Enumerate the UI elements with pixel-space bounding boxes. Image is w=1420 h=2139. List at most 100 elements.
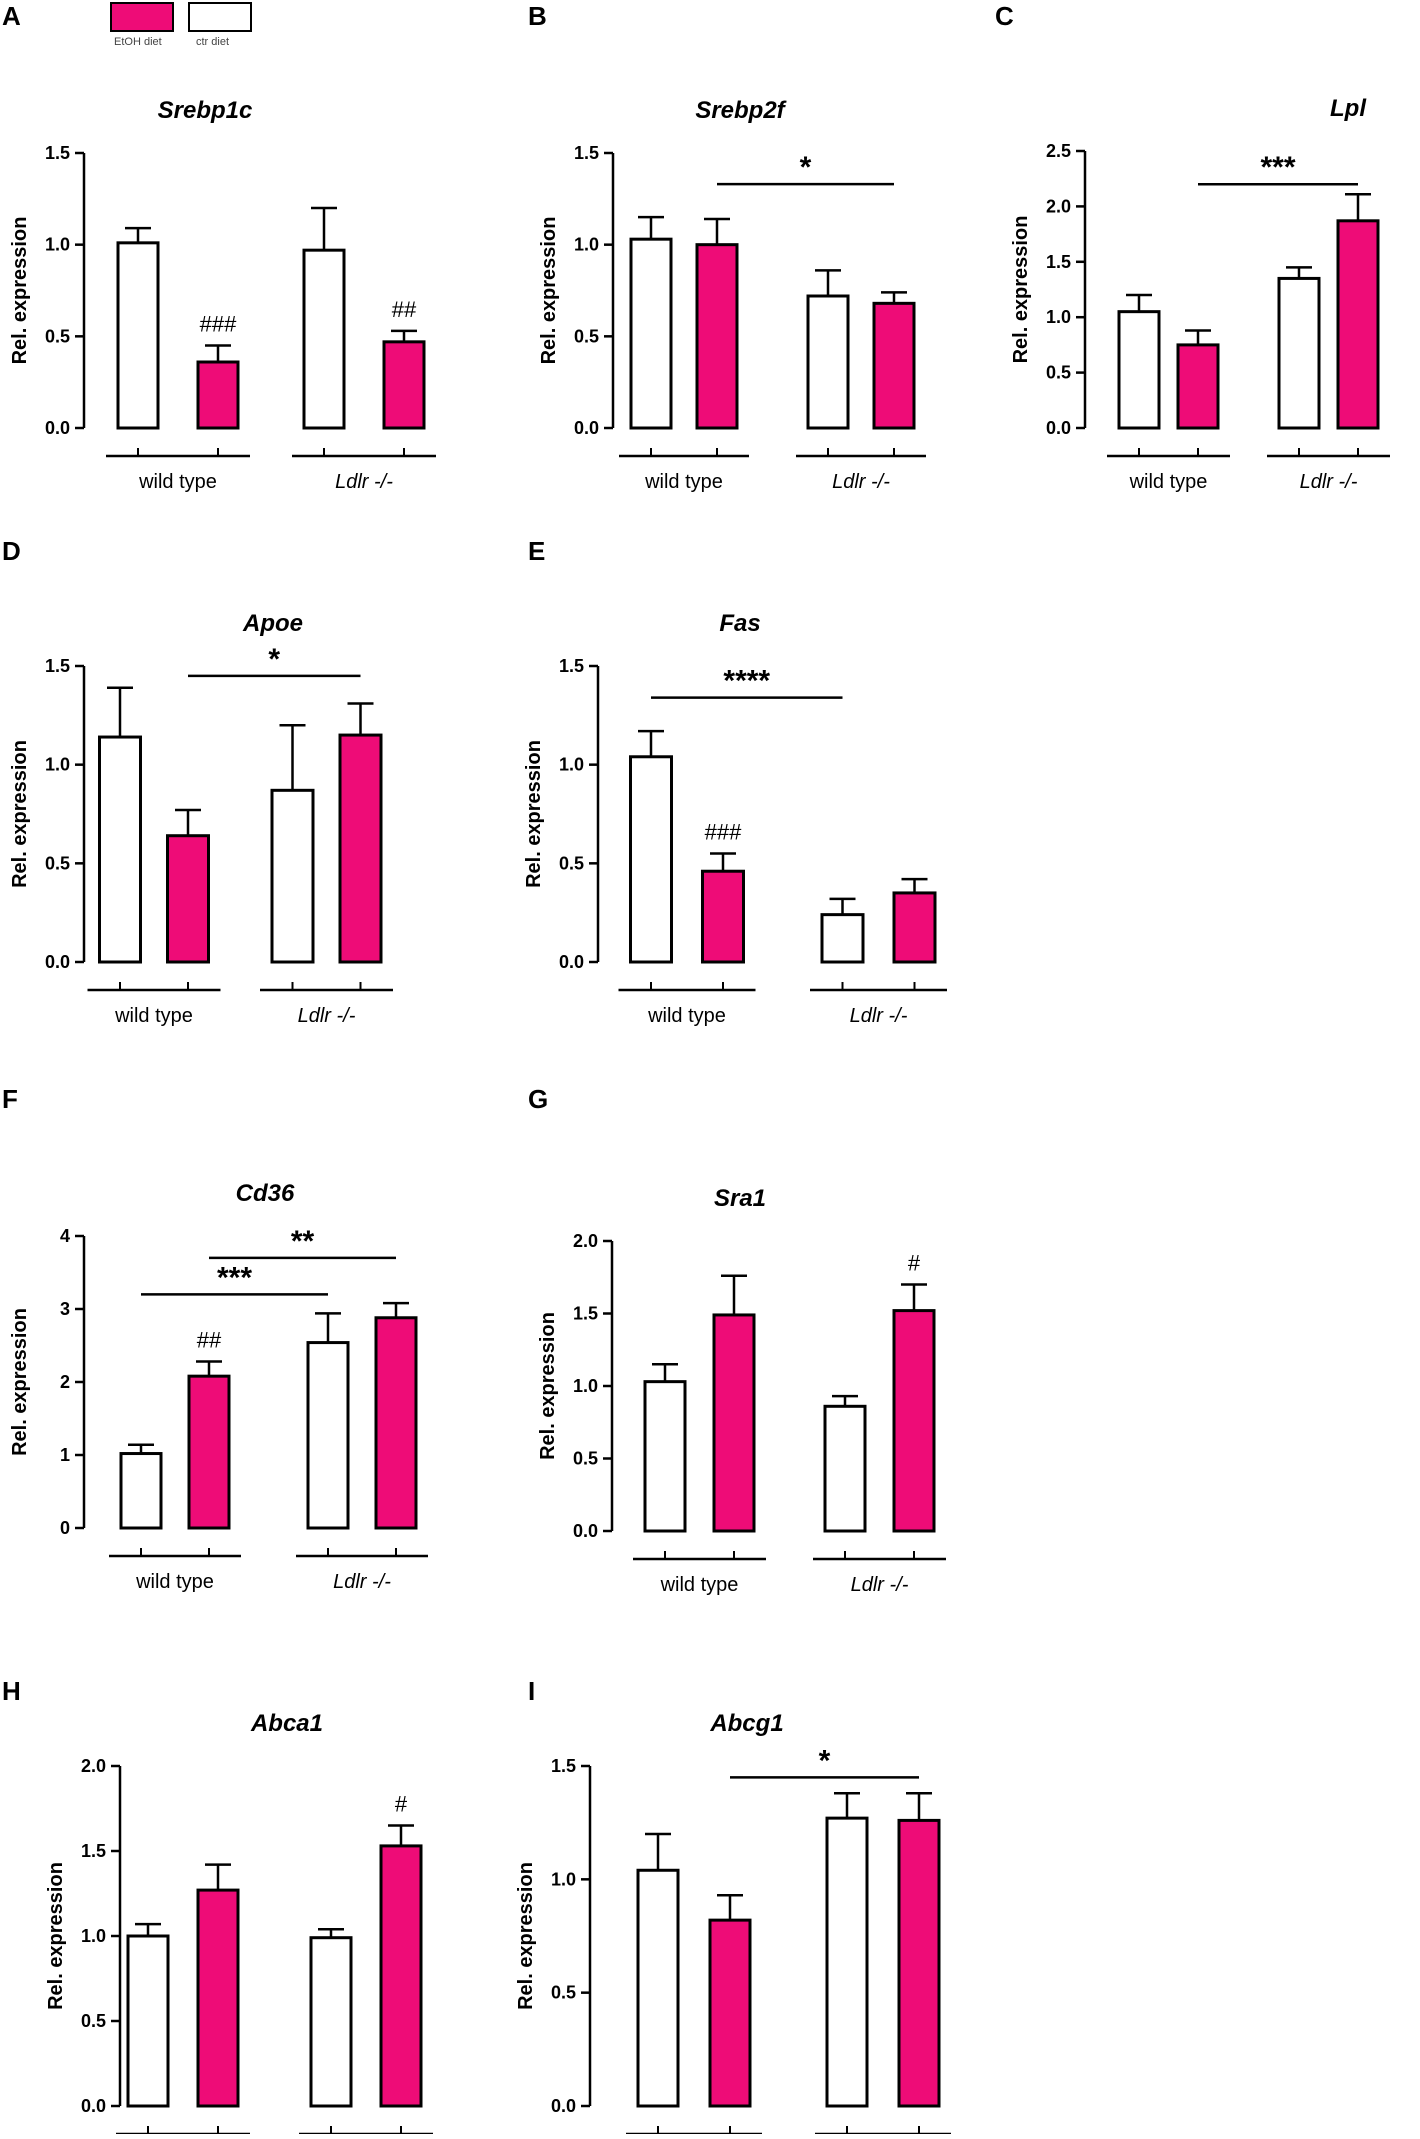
group-label-g-1: Ldlr -/-: [851, 1574, 909, 1596]
bar-a-etoh-1: [382, 340, 426, 430]
y-tick-label-e: 1.0: [559, 755, 584, 775]
y-tick-label-c: 0.0: [1046, 418, 1071, 438]
significance-hash-f: ##: [197, 1328, 222, 1353]
y-axis-label-d: Rel. expression: [9, 740, 31, 888]
chart-title-a: Srebp1c: [158, 97, 253, 124]
panel-letter-f: F: [2, 1084, 18, 1114]
significance-stars-f: **: [291, 1225, 315, 1258]
y-tick-label-h: 0.0: [81, 2096, 106, 2116]
y-axis-label-i: Rel. expression: [515, 1862, 537, 2010]
group-label-f-1: Ldlr -/-: [333, 1571, 391, 1593]
bar-i-etoh-1: [897, 1818, 941, 2108]
bar-d-ctr-0: [98, 735, 142, 964]
y-tick-label-c: 1.0: [1046, 307, 1071, 327]
significance-hash-e: ###: [705, 819, 742, 844]
bar-f-ctr-1: [306, 1341, 350, 1530]
panel-letter-h: H: [2, 1676, 21, 1706]
y-tick-label-e: 0.0: [559, 952, 584, 972]
bar-b-ctr-1: [806, 294, 850, 430]
y-tick-label-a: 1.0: [45, 235, 70, 255]
y-tick-label-h: 1.5: [81, 1841, 106, 1861]
group-label-a-0: wild type: [138, 471, 217, 493]
group-label-b-1: Ldlr -/-: [832, 471, 890, 493]
significance-hash-h: #: [395, 1792, 408, 1817]
chart-title-h: Abca1: [250, 1710, 323, 1737]
y-tick-label-b: 1.0: [574, 235, 599, 255]
panel-letter-g: G: [528, 1084, 548, 1114]
panel-letter-e: E: [528, 536, 545, 566]
y-tick-label-f: 2: [60, 1372, 70, 1392]
y-tick-label-c: 2.5: [1046, 141, 1071, 161]
y-axis-label-b: Rel. expression: [538, 217, 560, 365]
group-label-e-0: wild type: [647, 1005, 726, 1027]
y-tick-label-b: 0.5: [574, 326, 599, 346]
y-tick-label-h: 2.0: [81, 1756, 106, 1776]
y-tick-label-b: 0.0: [574, 418, 599, 438]
chart-title-i: Abcg1: [709, 1710, 783, 1737]
legend-swatch-ctr: [188, 2, 252, 32]
y-tick-label-a: 0.5: [45, 326, 70, 346]
group-label-e-1: Ldlr -/-: [850, 1005, 908, 1027]
y-axis-label-f: Rel. expression: [9, 1308, 31, 1456]
bar-g-etoh-0: [712, 1313, 756, 1533]
y-tick-label-e: 1.5: [559, 656, 584, 676]
y-tick-label-a: 1.5: [45, 143, 70, 163]
bar-h-etoh-0: [196, 1888, 240, 2108]
significance-hash-a: ##: [392, 297, 417, 322]
significance-stars-e: ****: [723, 665, 770, 698]
y-tick-label-h: 0.5: [81, 2011, 106, 2031]
y-tick-label-g: 0.5: [573, 1449, 598, 1469]
significance-stars-f: ***: [217, 1261, 252, 1294]
bar-g-ctr-0: [643, 1380, 687, 1533]
y-tick-label-g: 0.0: [573, 1521, 598, 1541]
panel-letter-d: D: [2, 536, 21, 566]
bar-c-etoh-1: [1336, 219, 1380, 430]
bar-c-etoh-0: [1176, 343, 1220, 430]
bar-h-ctr-0: [126, 1934, 170, 2108]
significance-hash-a: ###: [200, 312, 237, 337]
bar-f-etoh-0: [187, 1374, 231, 1530]
bar-c-ctr-1: [1277, 276, 1321, 430]
bar-h-etoh-1: [379, 1844, 423, 2108]
y-axis-label-c: Rel. expression: [1010, 216, 1032, 364]
y-tick-label-f: 0: [60, 1518, 70, 1538]
bar-e-ctr-1: [820, 913, 865, 964]
chart-panel-c: C Lpl 0.0 0.5 1.0 1.5 2.0 2.5 Rel. expression ***…: [995, 1, 1390, 493]
bar-c-ctr-0: [1117, 310, 1161, 430]
group-label-d-1: Ldlr -/-: [298, 1005, 356, 1027]
bar-a-etoh-0: [196, 360, 240, 430]
y-tick-label-i: 1.0: [551, 1869, 576, 1889]
y-tick-label-d: 1.0: [45, 755, 70, 775]
y-tick-label-d: 0.5: [45, 853, 70, 873]
chart-title-f: Cd36: [236, 1180, 295, 1207]
group-label-f-0: wild type: [135, 1571, 214, 1593]
chart-title-e: Fas: [719, 610, 760, 637]
bar-g-ctr-1: [823, 1404, 867, 1533]
y-tick-label-f: 3: [60, 1299, 70, 1319]
y-tick-label-g: 1.5: [573, 1304, 598, 1324]
y-tick-label-g: 1.0: [573, 1376, 598, 1396]
bar-d-etoh-1: [338, 733, 383, 964]
y-tick-label-e: 0.5: [559, 853, 584, 873]
significance-hash-g: #: [908, 1251, 921, 1276]
bar-b-etoh-1: [872, 301, 916, 430]
bar-d-ctr-1: [270, 788, 315, 964]
group-label-g-0: wild type: [660, 1574, 739, 1596]
y-axis-label-h: Rel. expression: [45, 1862, 67, 2010]
y-axis-label-g: Rel. expression: [537, 1312, 559, 1460]
significance-stars-b: *: [800, 151, 812, 184]
y-tick-label-i: 0.0: [551, 2096, 576, 2116]
bar-a-ctr-0: [116, 241, 160, 430]
bar-d-etoh-0: [166, 834, 210, 964]
y-tick-label-b: 1.5: [574, 143, 599, 163]
chart-title-d: Apoe: [242, 610, 303, 637]
y-tick-label-f: 4: [60, 1226, 70, 1246]
group-label-c-1: Ldlr -/-: [1300, 471, 1358, 493]
significance-stars-c: ***: [1260, 151, 1295, 184]
bar-e-ctr-0: [629, 755, 673, 964]
chart-panel-g: G Sra1 0.0 0.5 1.0 1.5 2.0 Rel. expression # wild…: [528, 1084, 946, 1596]
panel-letter-a: A: [2, 1, 21, 31]
y-axis-label-a: Rel. expression: [9, 217, 31, 365]
